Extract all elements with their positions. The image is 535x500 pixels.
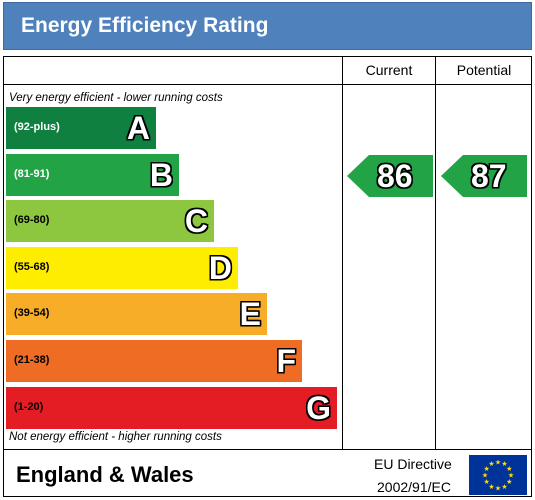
band-b: (81-91) B bbox=[6, 154, 179, 196]
chart-title: Energy Efficiency Rating bbox=[21, 14, 269, 37]
band-g: (1-20) G bbox=[6, 387, 337, 429]
star-icon: ★ bbox=[482, 472, 488, 480]
star-icon: ★ bbox=[488, 460, 494, 468]
band-letter: B bbox=[149, 157, 173, 193]
band-letter: G bbox=[306, 390, 331, 426]
star-icon: ★ bbox=[488, 483, 494, 491]
band-c: (69-80) C bbox=[6, 200, 214, 242]
star-icon: ★ bbox=[506, 478, 512, 486]
inefficient-note: Not energy efficient - higher running co… bbox=[9, 431, 222, 443]
footer-divider bbox=[3, 449, 532, 450]
star-icon: ★ bbox=[508, 472, 514, 480]
band-range-label: (1-20) bbox=[14, 401, 44, 413]
star-icon: ★ bbox=[484, 478, 490, 486]
potential-arrow-shape bbox=[441, 155, 527, 197]
star-icon: ★ bbox=[484, 465, 490, 473]
potential-column-divider bbox=[435, 56, 436, 450]
header-row-divider bbox=[3, 84, 532, 85]
band-letter: D bbox=[208, 250, 232, 286]
band-range-label: (39-54) bbox=[14, 307, 50, 319]
band-f: (21-38) F bbox=[6, 340, 302, 382]
eu-directive-number: 2002/91/EC bbox=[377, 479, 451, 495]
band-d: (55-68) D bbox=[6, 247, 238, 289]
star-icon: ★ bbox=[495, 459, 501, 467]
band-range-label: (55-68) bbox=[14, 261, 50, 273]
star-icon: ★ bbox=[495, 485, 501, 493]
chart-header: Energy Efficiency Rating bbox=[3, 2, 532, 50]
band-range-label: (92-plus) bbox=[14, 121, 60, 133]
current-column-divider bbox=[342, 56, 343, 450]
star-icon: ★ bbox=[501, 483, 507, 491]
star-icon: ★ bbox=[501, 460, 507, 468]
band-a: (92-plus) A bbox=[6, 107, 156, 149]
potential-rating-arrow: 87 bbox=[441, 155, 527, 197]
eu-directive-label: EU Directive bbox=[374, 456, 452, 472]
potential-rating-value: 87 bbox=[471, 158, 507, 194]
star-icon: ★ bbox=[506, 465, 512, 473]
band-e: (39-54) E bbox=[6, 293, 267, 335]
current-rating-arrow: 86 bbox=[347, 155, 433, 197]
region-label: England & Wales bbox=[16, 462, 194, 487]
band-range-label: (81-91) bbox=[14, 168, 50, 180]
current-rating-value: 86 bbox=[377, 158, 413, 194]
efficient-note: Very energy efficient - lower running co… bbox=[9, 92, 223, 104]
current-arrow-shape bbox=[347, 155, 433, 197]
current-column-header: Current bbox=[365, 62, 413, 78]
band-range-label: (69-80) bbox=[14, 214, 50, 226]
band-letter: C bbox=[184, 203, 208, 239]
eu-stars: ★ ★★★★★★★★★★★ bbox=[482, 459, 514, 493]
band-letter: F bbox=[276, 343, 296, 379]
eu-flag-icon: ★ ★ ★ ★ ★ ★ ★ ★ ★ ★ ★ ★ bbox=[469, 455, 527, 495]
band-letter: A bbox=[126, 110, 150, 146]
band-range-label: (21-38) bbox=[14, 354, 50, 366]
band-letter: E bbox=[239, 296, 261, 332]
potential-column-header: Potential bbox=[456, 62, 512, 78]
rating-frame bbox=[3, 56, 532, 497]
